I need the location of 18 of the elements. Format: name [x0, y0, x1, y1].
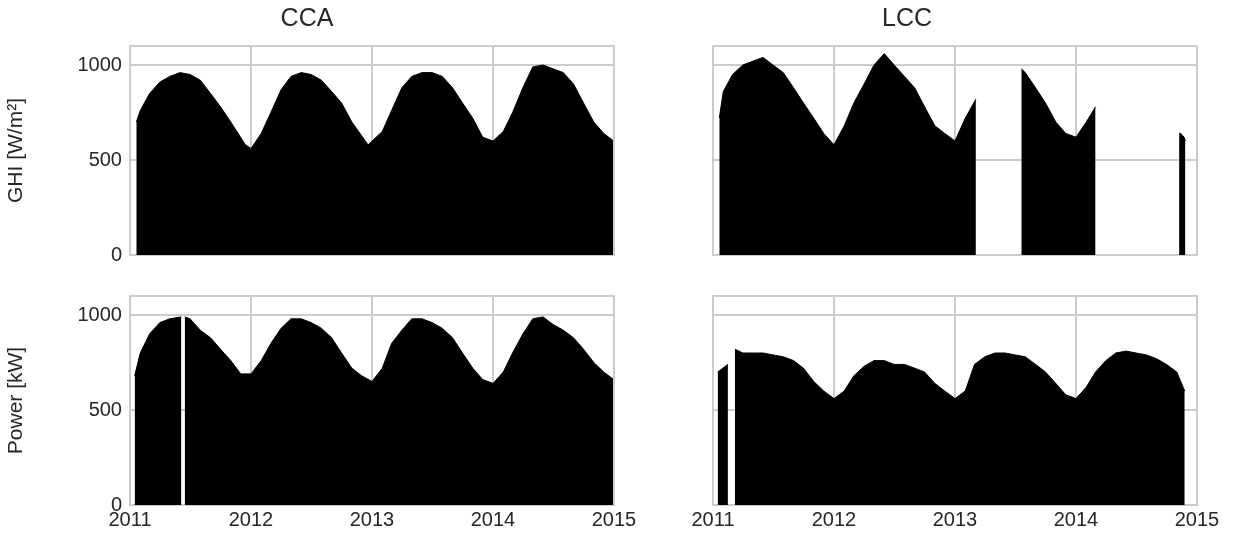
x-tick-label: 2013 [349, 507, 395, 530]
x-tick-label: 2011 [691, 507, 735, 530]
y-axis-title: Power [kW] [3, 346, 27, 455]
x-tick-label: 2012 [228, 507, 274, 530]
y-axis-title: GHI [W/m²] [3, 98, 27, 203]
y-tick-label: 1000 [77, 52, 122, 75]
x-tick-label: 2013 [932, 507, 978, 530]
x-tick-label: 2012 [811, 507, 857, 530]
x-tick-label: 2015 [591, 507, 637, 530]
y-tick-label: 500 [88, 397, 122, 420]
y-tick-label: 500 [88, 147, 122, 170]
chart-title: CCA [280, 2, 334, 31]
x-tick-label: 2014 [470, 507, 516, 530]
y-tick-label: 1000 [77, 302, 122, 325]
x-tick-label: 2015 [1174, 507, 1220, 530]
chart-title: LCC [881, 2, 933, 31]
x-tick-label: 2014 [1053, 507, 1099, 530]
y-tick-label: 0 [110, 242, 122, 265]
